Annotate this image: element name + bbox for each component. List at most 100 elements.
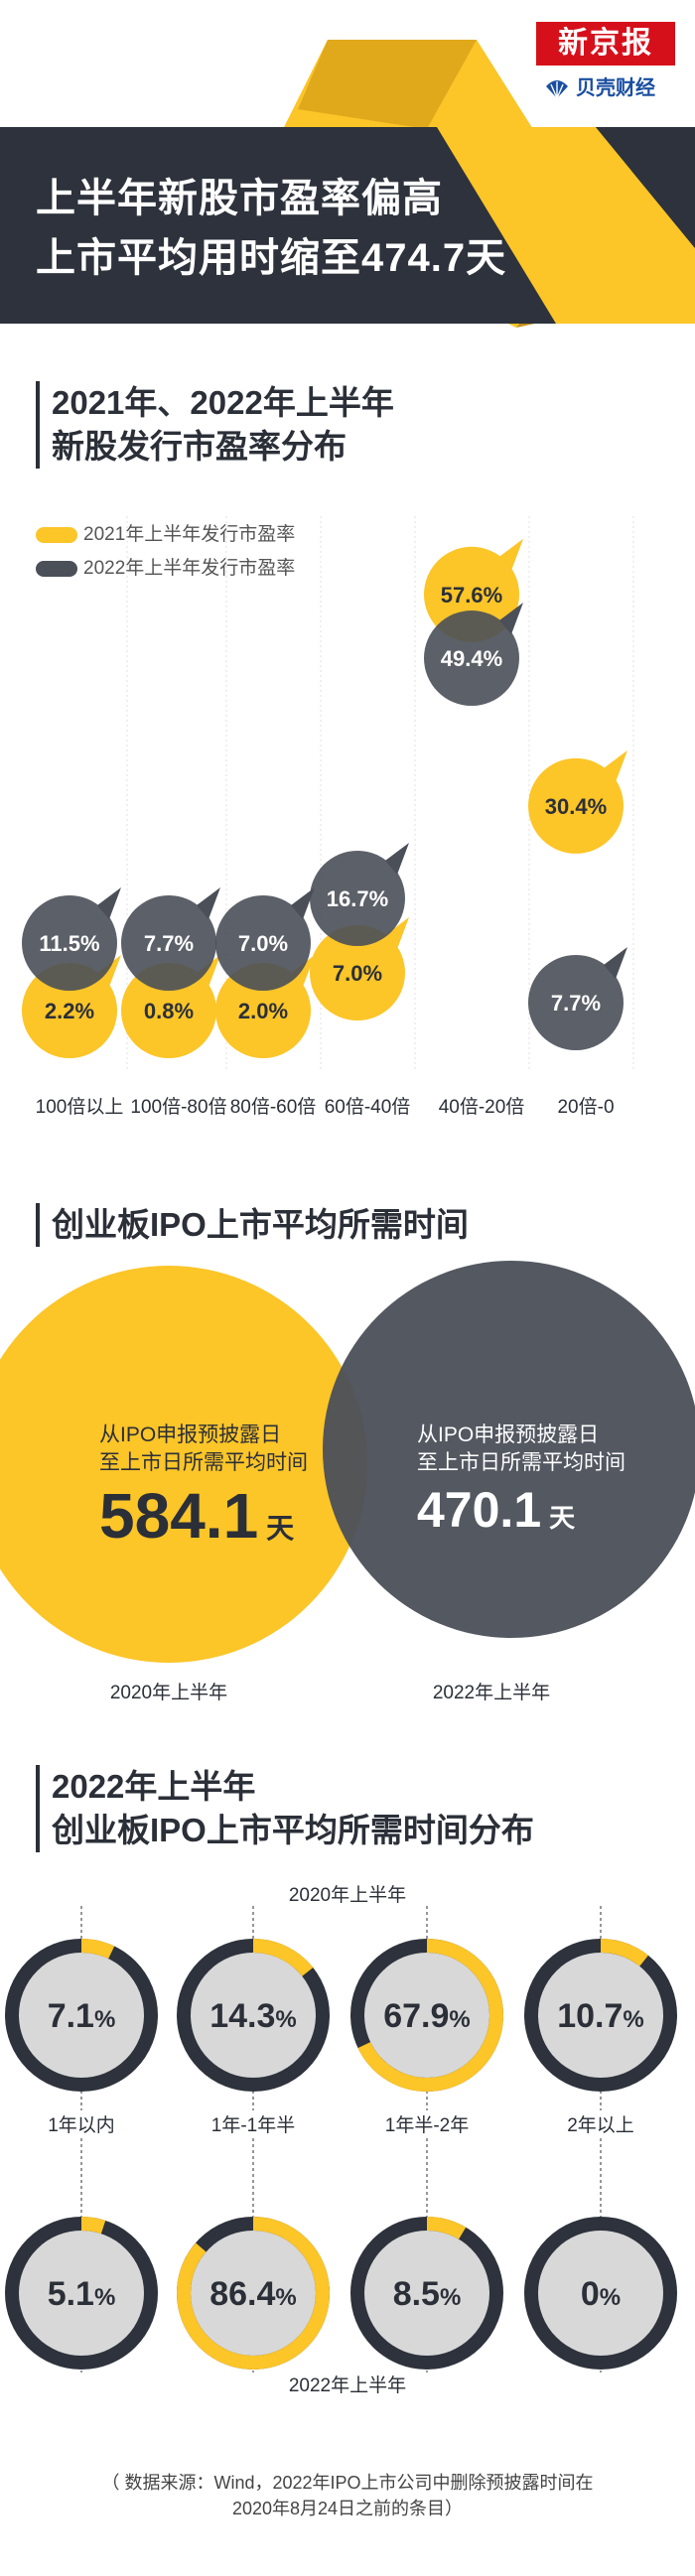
ring-value: 7.1%: [48, 1997, 116, 2035]
legend-label-2021: 2021年上半年发行市盈率: [83, 524, 296, 545]
section3-title: 2022年上半年 创业板IPO上市平均所需时间分布: [36, 1765, 534, 1852]
bubble-2021-0: 2.2%: [22, 955, 121, 1058]
source-note-line2: 2020年8月24日之前的条目）: [231, 2499, 464, 2518]
ring-category-label: 1年-1年半: [184, 2110, 323, 2137]
bubble-label: 0.8%: [144, 999, 194, 1023]
ring-fill: [524, 1939, 677, 2092]
ring-2020-1: 14.3%: [177, 1939, 330, 2092]
category-label: 80倍-60倍: [229, 1097, 317, 1118]
circle-2022: [323, 1261, 695, 1638]
category-label: 20倍-0: [557, 1097, 615, 1118]
chart-legend: 2021年上半年发行市盈率 2022年上半年发行市盈率: [36, 522, 295, 582]
ring-chart: 7.1% 14.3% 67.9% 10.7% 5.1% 86.4% 8.5% 0%: [5, 1906, 677, 2373]
ring-2020-0: 7.1%: [5, 1939, 158, 2092]
ring-category-label: 1年以内: [12, 2110, 151, 2137]
rings-top-caption: 2020年上半年: [288, 1885, 407, 1906]
bubble-2021-3: 7.0%: [310, 917, 409, 1020]
ring-value: 86.4%: [209, 2275, 297, 2313]
bubble-2022-1: 7.7%: [121, 887, 220, 991]
ring-value: 67.9%: [383, 1997, 471, 2035]
category-label: 100倍-80倍: [130, 1097, 227, 1118]
bubble-label: 7.7%: [144, 931, 194, 956]
bubble-2022-4: 49.4%: [424, 603, 523, 707]
bubble-2022-0: 11.5%: [22, 887, 121, 991]
circle-2022-value: 470.1: [417, 1482, 542, 1538]
ring-2020-2: 67.9%: [350, 1939, 503, 2092]
legend-label-2022: 2022年上半年发行市盈率: [83, 558, 296, 579]
ring-value: 0%: [581, 2275, 621, 2313]
source-note: （ 数据来源：Wind，2022年IPO上市公司中删除预披露时间在 2020年8…: [0, 2470, 695, 2521]
ring-value: 10.7%: [557, 1997, 644, 2035]
circle-2020-value: 584.1: [99, 1480, 259, 1552]
bubble-label: 57.6%: [441, 583, 502, 608]
brand-sub: 贝壳财经: [544, 73, 693, 103]
ring-value: 14.3%: [209, 1997, 297, 2035]
ring-2022-3: 0%: [524, 2217, 677, 2370]
bubble-2021-5: 30.4%: [528, 749, 627, 854]
page-title-line2: 上市平均用时缩至474.7天: [36, 236, 507, 280]
legend-item-2021: 2021年上半年发行市盈率: [36, 522, 295, 548]
ring-2020-3: 10.7%: [524, 1939, 677, 2092]
shell-icon: [546, 79, 568, 98]
section3-title-line1: 2022年上半年: [52, 1768, 256, 1805]
circle-2020-desc2: 至上市日所需平均时间: [99, 1451, 308, 1474]
source-note-line1: （ 数据来源：Wind，2022年IPO上市公司中删除预披露时间在: [101, 2473, 594, 2493]
ring-category-label: 1年半-2年: [357, 2110, 496, 2137]
circle-2022-desc1: 从IPO申报预披露日: [417, 1424, 600, 1446]
section1-title-line1: 2021年、2022年上半年: [52, 384, 394, 421]
circle-2022-desc2: 至上市日所需平均时间: [417, 1451, 626, 1474]
rings-bottom-caption: 2022年上半年: [288, 2375, 407, 2396]
brand-sub-label: 贝壳财经: [576, 77, 655, 99]
legend-item-2022: 2022年上半年发行市盈率: [36, 556, 295, 582]
duration-circles: [0, 1261, 695, 1663]
section2-title: 创业板IPO上市平均所需时间: [36, 1203, 469, 1247]
section1-title: 2021年、2022年上半年 新股发行市盈率分布: [36, 381, 394, 469]
legend-swatch-2021: [36, 526, 77, 543]
ring-fill: [5, 1939, 158, 2092]
circle-2022-unit: 天: [549, 1503, 576, 1533]
category-label: 40倍-20倍: [438, 1097, 525, 1118]
bubble-label: 7.7%: [551, 991, 601, 1016]
bubble-label: 7.0%: [238, 931, 288, 956]
circle-2020: [0, 1266, 367, 1663]
bubble-label: 16.7%: [327, 886, 388, 911]
circle-2022-caption: 2022年上半年: [432, 1683, 551, 1703]
bubble-label: 7.0%: [333, 961, 382, 986]
ring-value: 8.5%: [393, 2275, 462, 2313]
category-label: 100倍以上: [35, 1097, 124, 1118]
bubble-2022-2: 7.0%: [215, 887, 315, 991]
bubble-label: 2.0%: [238, 999, 288, 1023]
ring-2022-1: 86.4%: [177, 2217, 330, 2370]
bubble-2022-5: 7.7%: [528, 947, 627, 1050]
category-label: 60倍-40倍: [324, 1097, 411, 1118]
ring-fill: [350, 1939, 503, 2092]
ring-2022-2: 8.5%: [350, 2217, 503, 2370]
bubble-label: 11.5%: [39, 931, 99, 956]
circle-2022-text: 从IPO申报预披露日 至上市日所需平均时间 470.1 天: [417, 1422, 626, 1539]
ring-value: 5.1%: [48, 2275, 116, 2313]
page-title: 上半年新股市盈率偏高 上市平均用时缩至474.7天: [36, 169, 506, 288]
brand-logo: 新京报: [536, 22, 675, 66]
ring-fill: [177, 2217, 330, 2370]
header-ribbon-front: [437, 127, 695, 324]
ring-fill: [5, 2217, 158, 2370]
section3-title-line2: 创业板IPO上市平均所需时间分布: [52, 1812, 534, 1848]
legend-swatch-2022: [36, 560, 77, 577]
circle-2020-desc1: 从IPO申报预披露日: [99, 1424, 282, 1446]
circle-2020-unit: 天: [266, 1513, 295, 1544]
bubble-2021-2: 2.0%: [215, 955, 315, 1058]
ring-fill: [350, 2217, 503, 2370]
ring-category-label: 2年以上: [531, 2110, 670, 2137]
ring-2022-0: 5.1%: [5, 2217, 158, 2370]
page-title-line1: 上半年新股市盈率偏高: [36, 177, 443, 220]
section1-title-line2: 新股发行市盈率分布: [52, 428, 347, 465]
ring-fill: [177, 1939, 330, 2092]
bubble-2022-3: 16.7%: [310, 843, 409, 946]
bubble-chart: 2.2% 0.8% 2.0% 7.0% 57.6% 30.4% 11.5% 7.7% 7.0% 1…: [22, 516, 634, 1072]
circle-2020-caption: 2020年上半年: [109, 1683, 228, 1703]
bubble-2021-1: 0.8%: [121, 955, 220, 1058]
circle-2020-text: 从IPO申报预披露日 至上市日所需平均时间 584.1 天: [99, 1422, 308, 1553]
bubble-label: 49.4%: [441, 646, 502, 671]
bubble-label: 2.2%: [45, 999, 94, 1023]
bubble-label: 30.4%: [545, 794, 607, 819]
